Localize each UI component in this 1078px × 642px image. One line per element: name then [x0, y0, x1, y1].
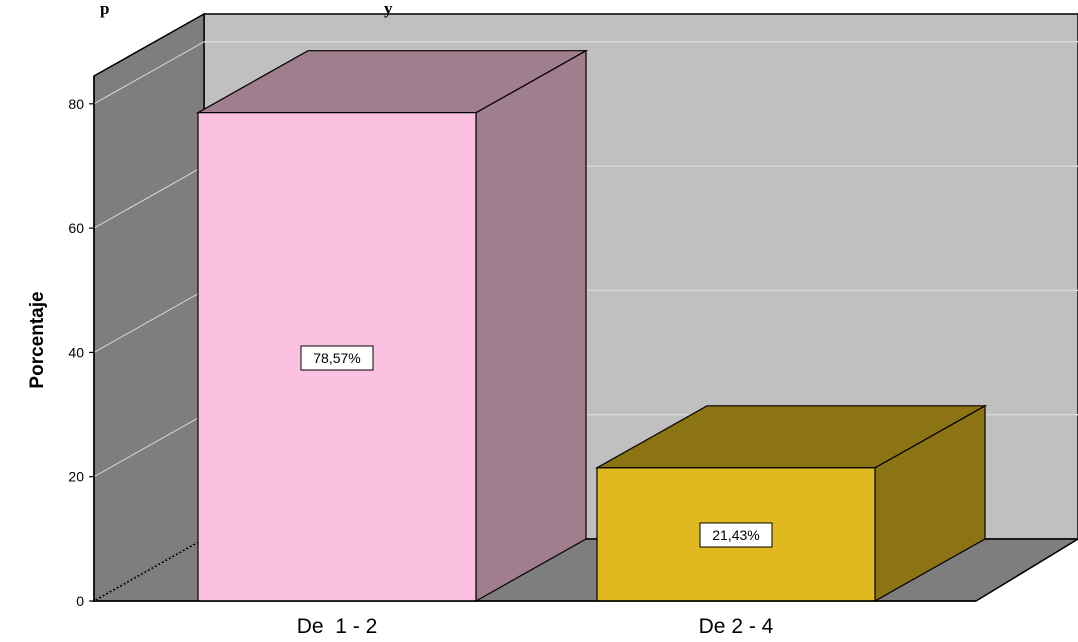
gridline-side: [93, 165, 205, 229]
bar-side: [475, 49, 587, 603]
y-axis: 0 20 40 60 80: [68, 76, 95, 609]
data-label: 21,43%: [712, 527, 759, 543]
floor-edge: [93, 538, 205, 602]
x-axis: De 1 - 2 De 2 - 4: [94, 600, 976, 638]
x-category-label: De 1 - 2: [297, 615, 378, 638]
y-tick-label: 40: [68, 344, 84, 360]
bar-1: 78,57%: [195, 49, 589, 603]
gridline-side: [93, 41, 205, 105]
y-tick-label: 60: [68, 220, 84, 236]
data-label: 78,57%: [313, 350, 360, 366]
y-tick-label: 0: [76, 593, 84, 609]
data-label-box: [300, 345, 374, 371]
gridline-side: [93, 414, 205, 478]
y-tick-label: 80: [68, 96, 84, 112]
title-fragment-left: p: [100, 0, 109, 18]
title-fragment-right: y: [384, 0, 393, 18]
bar-2: 21,43%: [594, 404, 988, 603]
x-category-label: De 2 - 4: [699, 615, 774, 638]
bars: 78,57% 21,43%: [195, 49, 988, 603]
y-axis-title: Porcentaje: [27, 291, 48, 388]
side-wall: [93, 12, 205, 603]
y-tick-label: 20: [68, 469, 84, 485]
data-label-box: [699, 522, 773, 548]
gridline-side: [93, 289, 205, 353]
